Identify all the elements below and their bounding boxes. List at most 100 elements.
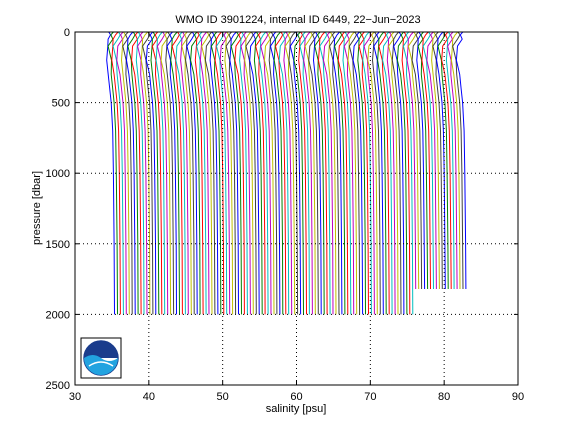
profile-line xyxy=(210,31,222,315)
profile-line xyxy=(347,31,358,315)
profile-line xyxy=(308,31,319,315)
profile-line xyxy=(219,31,231,315)
profile-line xyxy=(407,31,420,290)
profile-line xyxy=(299,31,310,315)
profile-line xyxy=(289,31,302,315)
profile-line xyxy=(111,31,121,315)
profile-line xyxy=(239,31,248,315)
profile-line xyxy=(329,31,340,315)
profile-line xyxy=(190,31,201,315)
profile-line xyxy=(312,31,322,315)
profiles-layer xyxy=(106,31,467,315)
profile-line xyxy=(367,31,378,315)
profile-line xyxy=(120,31,130,315)
profile-line xyxy=(411,31,423,290)
profile-line xyxy=(112,31,124,315)
profile-line xyxy=(283,31,293,315)
profile-line xyxy=(386,31,396,315)
profile-line xyxy=(388,31,399,315)
profile-line xyxy=(284,31,296,315)
profile-line xyxy=(450,31,461,290)
profile-line xyxy=(371,31,381,315)
profile-line xyxy=(322,31,334,315)
profile-line xyxy=(199,31,210,315)
profile-line xyxy=(181,31,192,315)
profile-line xyxy=(155,31,166,315)
profile-line xyxy=(304,31,316,315)
profile-line xyxy=(142,31,154,315)
profile-line xyxy=(343,31,355,315)
profile-line xyxy=(357,31,366,315)
profile-line xyxy=(263,31,275,315)
profile-line xyxy=(303,31,313,315)
profile-line xyxy=(122,31,133,315)
profile-line xyxy=(396,31,408,315)
profile-line xyxy=(445,31,455,290)
profile-line xyxy=(166,31,177,315)
profile-line xyxy=(327,31,337,315)
x-tick-label: 40 xyxy=(143,391,155,403)
profile-line xyxy=(229,31,239,315)
y-tick-label: 0 xyxy=(64,27,70,39)
profile-line xyxy=(150,31,160,315)
profile-line xyxy=(171,31,183,315)
grid-layer xyxy=(75,32,518,385)
profile-line xyxy=(225,31,237,315)
profile-line xyxy=(234,31,245,315)
y-tick-label: 1000 xyxy=(46,168,70,180)
profile-line xyxy=(406,31,417,290)
profile-line xyxy=(317,31,328,315)
profile-line xyxy=(160,31,172,315)
profile-line xyxy=(180,31,189,315)
profile-line xyxy=(455,31,467,290)
chart-title: WMO ID 3901224, internal ID 6449, 22−Jun… xyxy=(175,14,420,26)
profile-line xyxy=(342,31,352,315)
noaa-logo xyxy=(80,337,122,379)
y-tick-label: 2000 xyxy=(46,309,70,321)
profile-line xyxy=(417,31,429,290)
profile-line xyxy=(377,31,387,315)
x-tick-label: 30 xyxy=(69,391,81,403)
profile-line xyxy=(437,31,449,290)
profile-line xyxy=(244,31,254,315)
profile-line xyxy=(337,31,349,315)
profile-line xyxy=(194,31,204,315)
profile-line xyxy=(393,31,405,315)
profile-line xyxy=(201,31,213,315)
profile-line xyxy=(402,31,414,315)
x-tick-label: 90 xyxy=(512,391,524,403)
profile-line xyxy=(137,31,148,315)
axes-layer: 30 40 50 60 70 80 90 0 500 1000 1500 2000 2500 xyxy=(46,27,525,403)
profile-line xyxy=(382,31,393,315)
profile-line xyxy=(165,31,175,315)
profile-line xyxy=(401,31,411,315)
profile-line xyxy=(170,31,180,315)
profile-line xyxy=(135,31,145,315)
profile-line xyxy=(175,31,186,315)
profile-line xyxy=(186,31,198,315)
y-axis-label: pressure [dbar] xyxy=(31,171,43,245)
profile-line xyxy=(421,31,431,290)
profile-line xyxy=(269,31,281,315)
x-tick-label: 60 xyxy=(290,391,302,403)
profile-line xyxy=(116,31,127,315)
profile-line xyxy=(258,31,269,315)
profile-line xyxy=(224,31,234,315)
profile-line xyxy=(452,31,464,290)
profile-line xyxy=(145,31,157,315)
profile-line xyxy=(334,31,346,315)
profile-line xyxy=(293,31,304,315)
profile-line xyxy=(107,31,118,315)
profile-line xyxy=(215,31,228,315)
profile-line xyxy=(273,31,284,315)
profile-line xyxy=(127,31,139,315)
profile-line xyxy=(447,31,458,290)
profile-line xyxy=(260,31,272,315)
profile-line xyxy=(106,31,115,315)
profile-line xyxy=(332,31,343,315)
profile-line xyxy=(314,31,325,315)
profile-line xyxy=(431,31,440,290)
profile-line xyxy=(151,31,163,315)
profile-line xyxy=(278,31,290,315)
profile-line xyxy=(416,31,426,290)
